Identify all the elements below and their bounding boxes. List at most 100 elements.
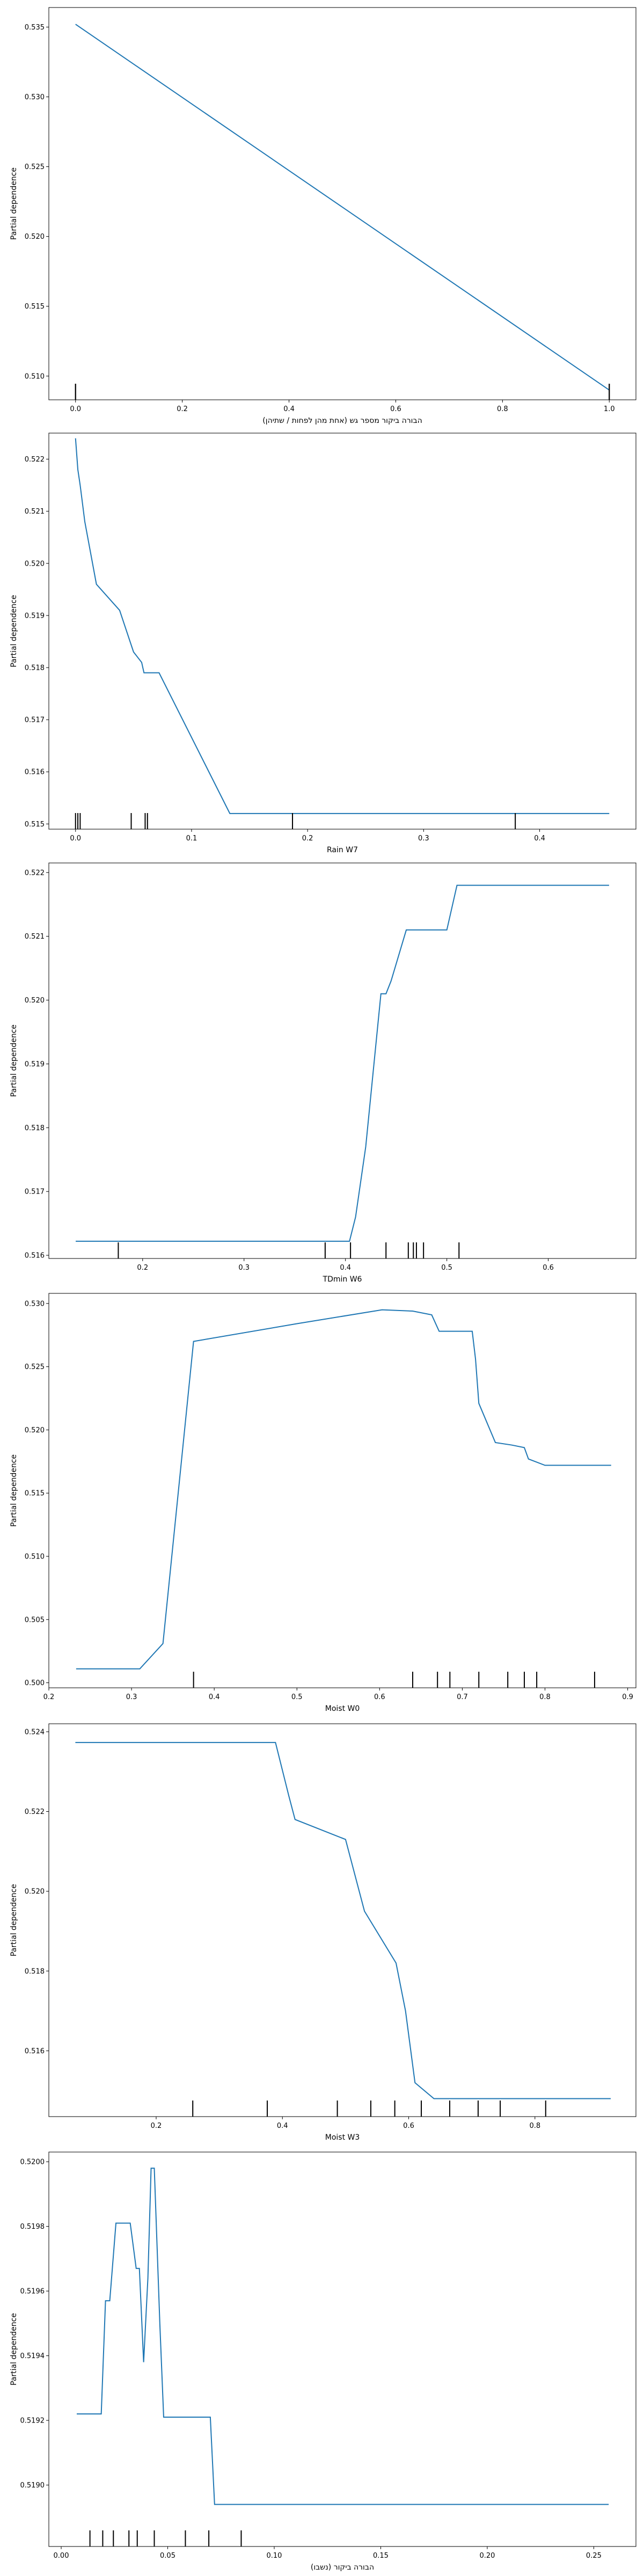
y-tick-label: 0.518 — [25, 1967, 45, 1975]
partial-dependence-line — [75, 24, 610, 391]
y-tick-label: 0.520 — [25, 560, 45, 568]
x-tick-label: 0.7 — [457, 1693, 468, 1701]
y-tick-label: 0.522 — [25, 869, 45, 877]
y-tick-label: 0.521 — [25, 933, 45, 941]
y-tick-label: 0.5194 — [20, 2352, 45, 2360]
y-tick-label: 0.520 — [25, 1426, 45, 1435]
y-axis-label: Partial dependence — [10, 167, 18, 240]
y-tick-label: 0.522 — [25, 1808, 45, 1816]
x-tick-label: 0.2 — [151, 2122, 162, 2130]
y-tick-label: 0.520 — [25, 233, 45, 241]
y-tick-label: 0.516 — [25, 769, 45, 777]
pdp-panel-5: 0.2 0.4 0.6 0.8 0.516 0.518 0.520 0.522 0.524 Moi… — [10, 1723, 636, 2142]
x-tick-label: 0.10 — [266, 2552, 282, 2560]
y-tick-label: 0.515 — [25, 303, 45, 311]
x-tick-label: 0.8 — [497, 405, 508, 413]
x-tick-label: 0.4 — [209, 1693, 220, 1701]
y-tick-label: 0.515 — [25, 821, 45, 829]
x-axis-label: (נשבו) הבורה ביקור — [311, 2563, 374, 2572]
y-tick-label: 0.5192 — [20, 2417, 45, 2425]
y-tick-label: 0.530 — [25, 1300, 45, 1308]
x-tick-label: 0.3 — [418, 835, 429, 843]
y-tick-label: 0.521 — [25, 508, 45, 516]
plot-area-frame — [48, 1293, 636, 1688]
plot-area-frame — [48, 862, 636, 1259]
partial-dependence-line — [76, 1309, 611, 1670]
y-tick-label: 0.525 — [25, 163, 45, 171]
x-tick-label: 0.25 — [586, 2552, 602, 2560]
x-tick-label: 0.5 — [291, 1693, 303, 1701]
x-tick-label: 0.6 — [543, 1264, 554, 1272]
y-tick-label: 0.535 — [25, 24, 45, 32]
x-tick-label: 0.9 — [622, 1693, 633, 1701]
pdp-panel-1: 0.0 0.2 0.4 0.6 0.8 1.0 0.510 0.515 0.520 0.525 0.… — [10, 7, 636, 425]
x-tick-label: 0.4 — [283, 405, 295, 413]
plot-area-frame — [48, 2151, 636, 2547]
x-axis-label: Rain W7 — [327, 846, 358, 854]
y-tick-label: 0.518 — [25, 1124, 45, 1132]
plot-area-frame — [48, 1723, 636, 2117]
x-tick-label: 0.8 — [529, 2122, 540, 2130]
y-tick-label: 0.517 — [25, 1188, 45, 1196]
x-tick-label: 0.8 — [539, 1693, 551, 1701]
x-tick-label: 0.3 — [126, 1693, 137, 1701]
y-tick-label: 0.515 — [25, 1490, 45, 1498]
pdp-panel-4: 0.2 0.3 0.4 0.5 0.6 0.7 0.8 0.9 0.500 0.505 0.510 0… — [10, 1293, 636, 1713]
y-tick-label: 0.510 — [25, 372, 45, 380]
x-axis-label: (אחת מהן לפחות / שתיהן) הבורה ביקור מספר… — [262, 416, 422, 425]
x-tick-label: 0.0 — [70, 835, 81, 843]
y-axis-label: Partial dependence — [10, 1024, 18, 1097]
y-tick-label: 0.520 — [25, 997, 45, 1005]
plot-area-frame — [48, 7, 636, 400]
x-tick-label: 0.4 — [534, 835, 545, 843]
y-tick-label: 0.516 — [25, 2047, 45, 2055]
x-tick-label: 0.05 — [160, 2552, 175, 2560]
x-tick-label: 0.1 — [186, 835, 197, 843]
pdp-panel-2: 0.0 0.1 0.2 0.3 0.4 0.515 0.516 0.517 0.518 0.519… — [10, 433, 636, 854]
y-tick-label: 0.517 — [25, 716, 45, 724]
partial-dependence-line — [75, 438, 610, 814]
y-tick-label: 0.505 — [25, 1616, 45, 1624]
pdp-panel-6: 0.00 0.05 0.10 0.15 0.20 0.25 0.5190 0.5192 0.51… — [10, 2151, 636, 2572]
x-tick-label: 0.2 — [177, 405, 188, 413]
x-tick-label: 0.6 — [390, 405, 401, 413]
x-axis-label: Moist W3 — [325, 2133, 360, 2142]
x-tick-label: 0.4 — [277, 2122, 288, 2130]
x-tick-label: 0.20 — [479, 2552, 495, 2560]
x-tick-label: 0.00 — [54, 2552, 69, 2560]
y-tick-label: 0.5200 — [20, 2158, 45, 2167]
partial-dependence-line — [77, 2168, 609, 2505]
x-axis-label: Moist W0 — [325, 1704, 360, 1713]
x-tick-label: 0.6 — [403, 2122, 414, 2130]
x-tick-label: 0.0 — [70, 405, 81, 413]
y-tick-label: 0.5198 — [20, 2223, 45, 2231]
x-tick-label: 0.2 — [302, 835, 313, 843]
x-tick-label: 0.15 — [373, 2552, 389, 2560]
y-tick-label: 0.510 — [25, 1553, 45, 1561]
y-axis-label: Partial dependence — [10, 1454, 18, 1527]
y-tick-label: 0.5190 — [20, 2482, 45, 2490]
x-tick-label: 0.4 — [340, 1264, 351, 1272]
y-tick-label: 0.522 — [25, 456, 45, 464]
y-tick-label: 0.5196 — [20, 2288, 45, 2296]
y-tick-label: 0.525 — [25, 1363, 45, 1371]
y-axis-label: Partial dependence — [10, 2313, 18, 2385]
partial-dependence-line — [75, 1741, 611, 2099]
y-axis-label: Partial dependence — [10, 595, 18, 667]
partial-dependence-line — [76, 884, 609, 1242]
x-tick-label: 1.0 — [604, 405, 615, 413]
y-tick-label: 0.519 — [25, 1060, 45, 1069]
y-tick-label: 0.530 — [25, 93, 45, 101]
y-axis-label: Partial dependence — [10, 1884, 18, 1956]
y-tick-label: 0.518 — [25, 664, 45, 672]
x-tick-label: 0.2 — [137, 1264, 148, 1272]
x-tick-label: 0.6 — [374, 1693, 385, 1701]
x-axis-label: TDmin W6 — [323, 1275, 362, 1284]
y-tick-label: 0.520 — [25, 1888, 45, 1896]
pdp-panel-3: 0.20.30.40.50.60.70.5160.5170.5180.5190.… — [10, 862, 636, 1284]
x-tick-label: 0.3 — [238, 1264, 250, 1272]
y-tick-label: 0.519 — [25, 612, 45, 620]
y-tick-label: 0.524 — [25, 1728, 45, 1736]
y-tick-label: 0.516 — [25, 1252, 45, 1260]
